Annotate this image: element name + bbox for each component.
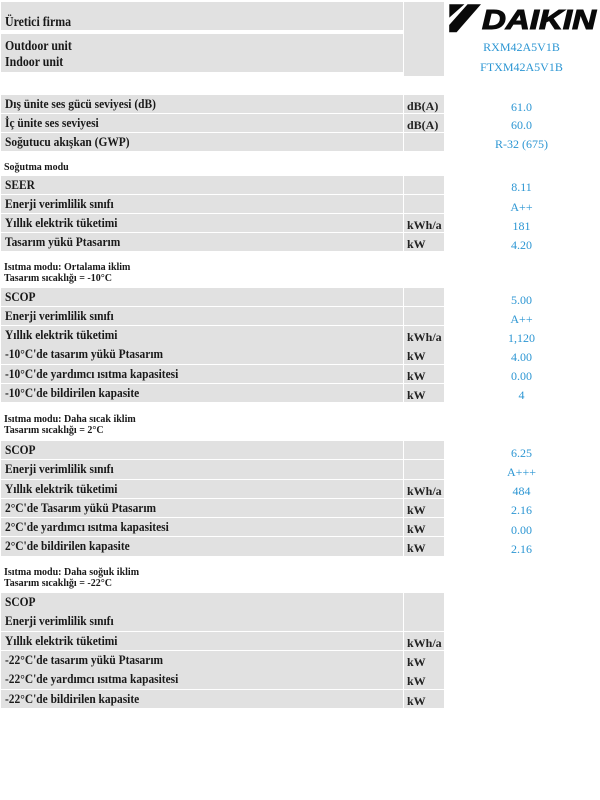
svg-text:DAIKIN: DAIKIN bbox=[482, 4, 597, 33]
